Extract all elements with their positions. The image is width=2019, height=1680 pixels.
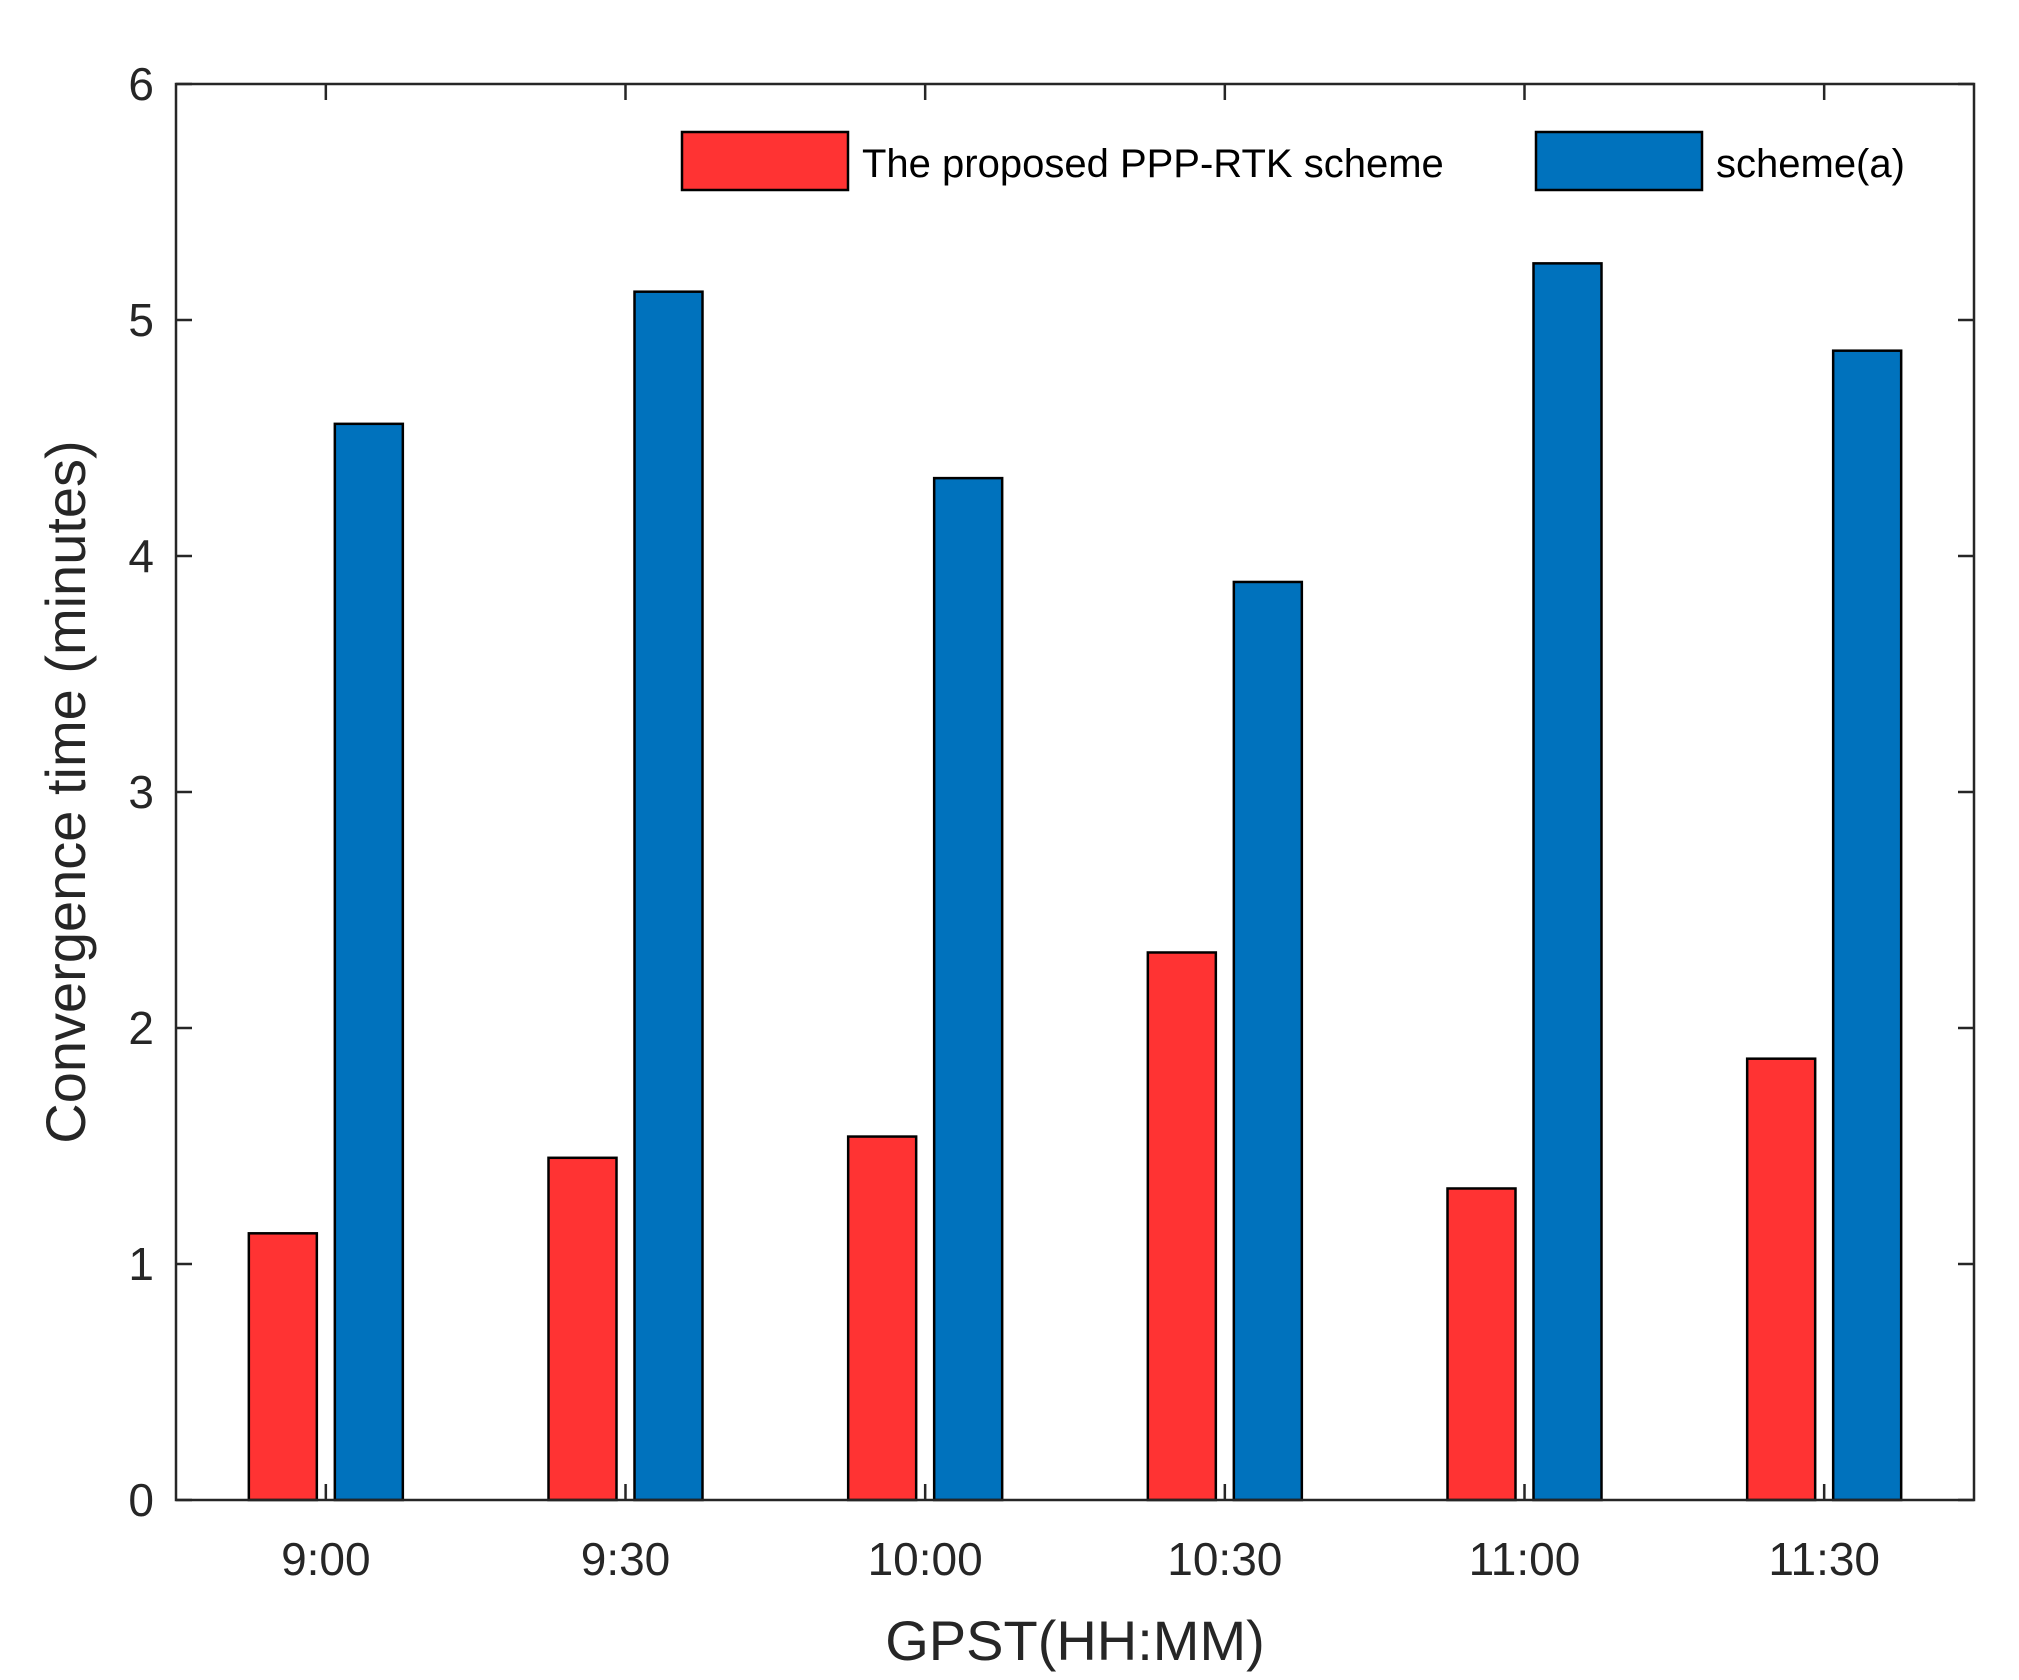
bar-scheme-a-1030 [1232, 580, 1304, 1502]
legend-label-proposed: The proposed PPP-RTK scheme [862, 142, 1444, 186]
bar-scheme-a-930 [633, 290, 704, 1502]
legend-swatch-proposed [680, 130, 850, 192]
bar-scheme-a-1130 [1831, 349, 1903, 1502]
plot-frame [174, 82, 1976, 1502]
legend-swatch-scheme-a [1534, 130, 1704, 192]
x-tick-label: 10:30 [1167, 1533, 1282, 1585]
x-axis-label: GPST(HH:MM) [885, 1609, 1265, 1672]
bar-scheme-a-1000 [932, 476, 1004, 1502]
bar-proposed-930 [547, 1156, 618, 1502]
bar-proposed-1000 [846, 1135, 918, 1502]
bar-scheme-a-900 [333, 422, 405, 1502]
x-tick-label: 10:00 [868, 1533, 983, 1585]
bar-scheme-a-1100 [1532, 262, 1603, 1502]
y-tick-label: 5 [128, 294, 154, 346]
y-tick-label: 3 [128, 766, 154, 818]
y-axis-label: Convergence time (minutes) [34, 440, 97, 1143]
bar-proposed-1100 [1446, 1187, 1517, 1502]
y-tick-label: 4 [128, 530, 154, 582]
bars-group [247, 262, 1903, 1502]
x-tick-label: 9:30 [581, 1533, 671, 1585]
x-tick-label: 11:30 [1768, 1533, 1880, 1585]
tick-labels-group: 9:00 9:30 10:00 10:30 11:00 11:30 0 1 2 3 4 5 6 [128, 58, 1880, 1585]
bar-proposed-1130 [1745, 1057, 1817, 1502]
legend: The proposed PPP-RTK scheme scheme(a) [660, 118, 1940, 208]
y-tick-label: 2 [128, 1002, 154, 1054]
x-tick-label: 11:00 [1469, 1533, 1581, 1585]
legend-label-scheme-a: scheme(a) [1716, 142, 1905, 186]
legend-box [660, 118, 1940, 208]
y-tick-label: 0 [128, 1474, 154, 1526]
y-tick-label: 6 [128, 58, 154, 110]
y-tick-label: 1 [128, 1238, 154, 1290]
ticks-group [176, 82, 1974, 1502]
bar-proposed-900 [247, 1232, 319, 1502]
bar-proposed-1030 [1146, 951, 1218, 1502]
x-tick-label: 9:00 [281, 1533, 371, 1585]
